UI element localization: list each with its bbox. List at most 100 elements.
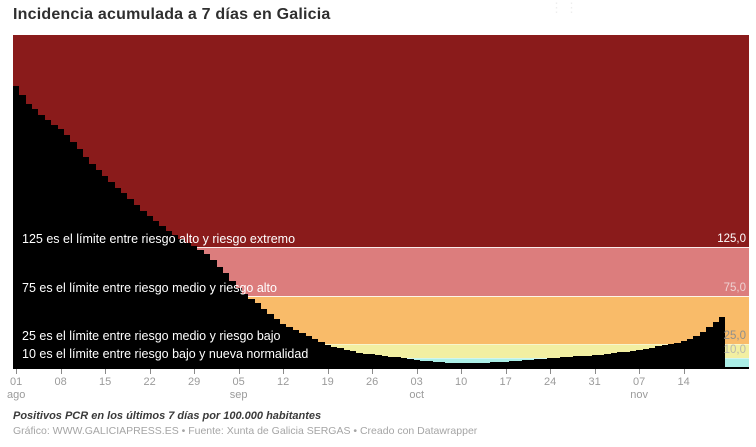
bar[interactable] xyxy=(248,298,255,368)
bar[interactable] xyxy=(286,327,293,368)
bar[interactable] xyxy=(44,119,52,368)
bar[interactable] xyxy=(674,342,681,368)
bar[interactable] xyxy=(127,199,134,368)
bar[interactable] xyxy=(133,204,141,368)
bar[interactable] xyxy=(566,356,573,368)
bar[interactable] xyxy=(451,363,459,368)
bar[interactable] xyxy=(559,357,567,368)
bar[interactable] xyxy=(261,309,268,368)
bar[interactable] xyxy=(324,344,331,368)
bar[interactable] xyxy=(13,86,20,368)
bar[interactable] xyxy=(648,347,656,368)
bar[interactable] xyxy=(407,358,414,368)
bar[interactable] xyxy=(528,359,535,368)
bar[interactable] xyxy=(680,341,688,368)
bar[interactable] xyxy=(604,354,611,368)
bar[interactable] xyxy=(591,355,599,368)
bar[interactable] xyxy=(426,361,433,368)
bar[interactable] xyxy=(693,335,700,368)
bar[interactable] xyxy=(629,350,637,368)
bar[interactable] xyxy=(432,361,440,368)
bar[interactable] xyxy=(70,142,77,368)
bar[interactable] xyxy=(108,181,115,368)
bar[interactable] xyxy=(623,351,630,368)
bar[interactable] xyxy=(63,135,71,368)
bar[interactable] xyxy=(178,238,185,368)
bar[interactable] xyxy=(273,318,281,368)
bar[interactable] xyxy=(197,250,204,368)
bar[interactable] xyxy=(305,336,312,368)
bar[interactable] xyxy=(381,355,389,368)
bar[interactable] xyxy=(699,331,707,368)
bar[interactable] xyxy=(95,170,103,368)
bar[interactable] xyxy=(388,356,395,368)
bar[interactable] xyxy=(159,226,166,368)
bar[interactable] xyxy=(369,354,376,368)
bar[interactable] xyxy=(439,362,446,368)
bar[interactable] xyxy=(280,323,287,368)
bar[interactable] xyxy=(610,353,618,368)
bar[interactable] xyxy=(585,355,592,368)
bar[interactable] xyxy=(636,349,643,368)
bar[interactable] xyxy=(330,346,338,368)
bar[interactable] xyxy=(318,341,325,368)
bar[interactable] xyxy=(191,246,198,368)
bar[interactable] xyxy=(229,281,236,368)
bar[interactable] xyxy=(51,124,58,368)
bar[interactable] xyxy=(718,316,726,368)
bar[interactable] xyxy=(254,303,262,368)
bar[interactable] xyxy=(362,353,370,368)
bar[interactable] xyxy=(489,362,497,368)
bar[interactable] xyxy=(413,359,420,368)
bar[interactable] xyxy=(553,357,560,368)
bar[interactable] xyxy=(203,254,211,368)
bar[interactable] xyxy=(311,339,319,368)
bar[interactable] xyxy=(540,358,548,368)
bar[interactable] xyxy=(350,351,357,368)
bar[interactable] xyxy=(114,187,122,368)
bar[interactable] xyxy=(241,293,249,368)
bar[interactable] xyxy=(171,234,179,368)
bar[interactable] xyxy=(483,362,490,368)
bar[interactable] xyxy=(38,115,45,368)
bar[interactable] xyxy=(356,352,363,368)
bar[interactable] xyxy=(292,330,300,368)
bar[interactable] xyxy=(687,338,694,368)
bar[interactable] xyxy=(572,356,579,368)
bar[interactable] xyxy=(515,360,522,368)
bar[interactable] xyxy=(655,346,662,368)
bar[interactable] xyxy=(337,348,344,368)
bar[interactable] xyxy=(642,348,649,368)
bar[interactable] xyxy=(184,242,192,368)
bar[interactable] xyxy=(216,266,223,368)
bar[interactable] xyxy=(57,128,64,368)
bar[interactable] xyxy=(668,343,675,368)
bar[interactable] xyxy=(598,354,605,368)
bar[interactable] xyxy=(445,362,452,368)
bar[interactable] xyxy=(343,349,351,368)
bar[interactable] xyxy=(375,354,382,368)
bar[interactable] xyxy=(267,313,274,368)
bar[interactable] xyxy=(617,352,624,368)
bar[interactable] xyxy=(578,356,586,368)
bar[interactable] xyxy=(210,259,217,368)
bar[interactable] xyxy=(235,287,242,368)
bar[interactable] xyxy=(25,103,33,368)
bar[interactable] xyxy=(121,193,128,368)
bar[interactable] xyxy=(509,361,516,368)
bar[interactable] xyxy=(102,175,109,368)
bar[interactable] xyxy=(152,221,160,368)
bar[interactable] xyxy=(458,363,465,368)
bar[interactable] xyxy=(706,327,713,368)
bar[interactable] xyxy=(470,363,478,368)
bar[interactable] xyxy=(222,273,230,368)
menu-icon[interactable]: ⋮⋮ xyxy=(550,0,580,15)
bar[interactable] xyxy=(496,361,503,368)
bar[interactable] xyxy=(19,94,26,368)
bar[interactable] xyxy=(76,148,83,368)
bar[interactable] xyxy=(146,216,153,368)
bar[interactable] xyxy=(400,357,408,368)
bar[interactable] xyxy=(32,109,39,368)
bar[interactable] xyxy=(547,357,554,368)
bar[interactable] xyxy=(299,333,306,368)
